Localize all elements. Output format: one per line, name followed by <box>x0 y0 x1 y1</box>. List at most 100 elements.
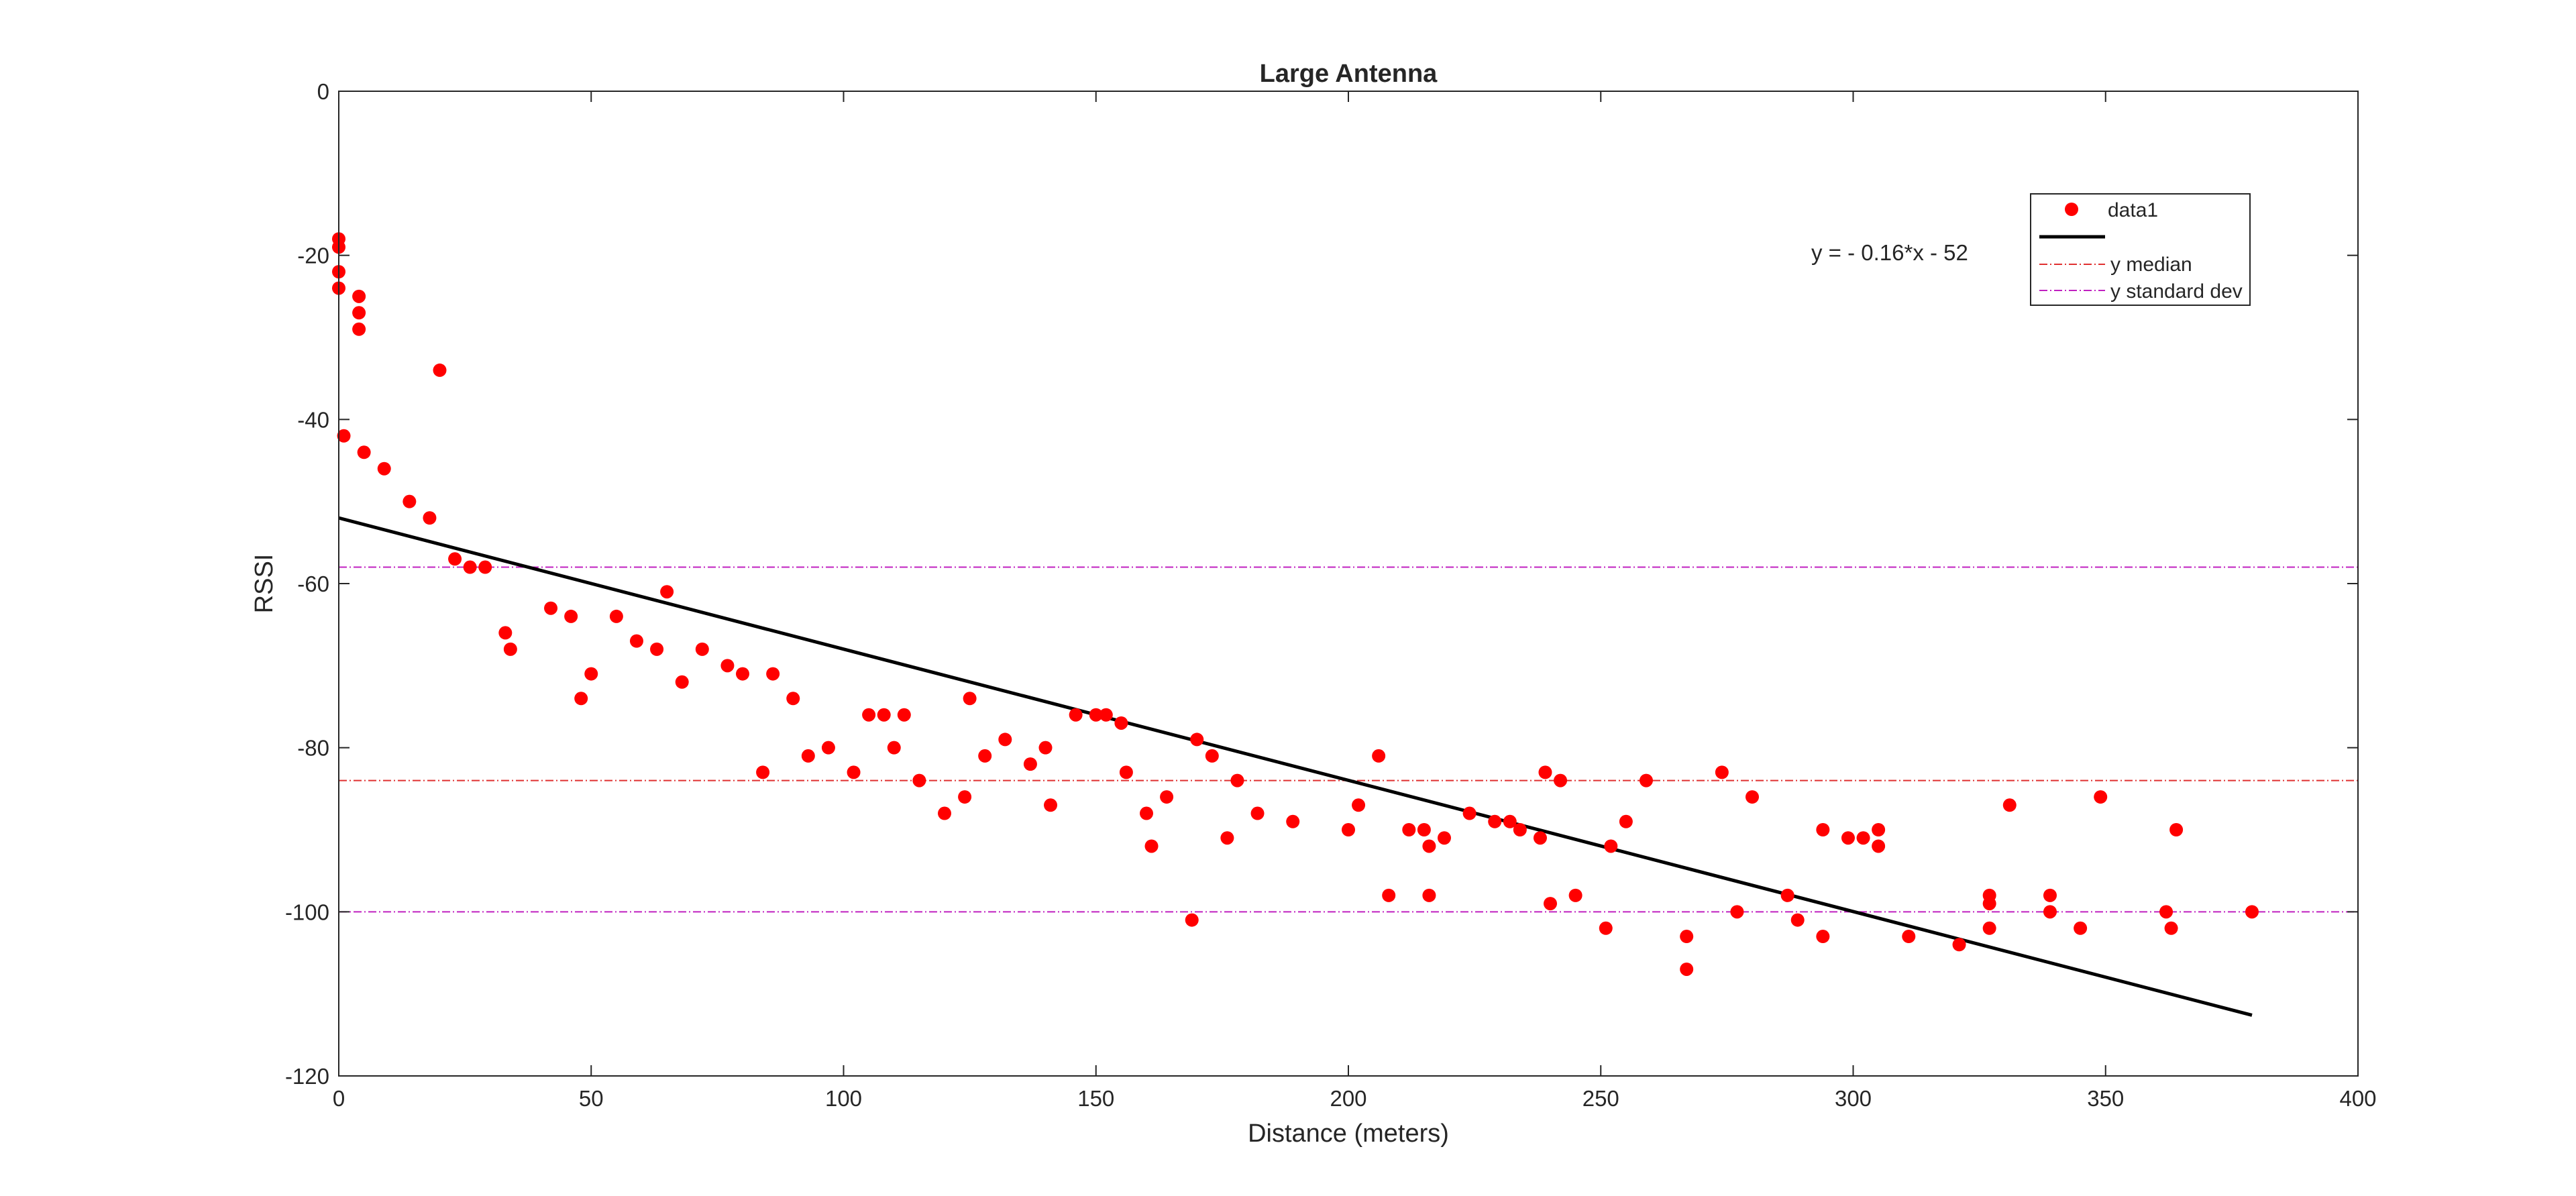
x-axis-ticks: 0 50 100 150 200 250 300 350 400 <box>333 91 2377 1111</box>
data-point <box>1488 814 1502 828</box>
x-tick-label: 50 <box>579 1086 604 1111</box>
data-point <box>1422 839 1436 853</box>
data-point <box>1816 930 1830 944</box>
y-tick-label: -120 <box>285 1064 329 1089</box>
data-point <box>1140 806 1153 820</box>
data-point <box>629 634 643 648</box>
data-point <box>821 741 835 755</box>
data-point <box>1089 708 1103 722</box>
data-point <box>887 741 901 755</box>
data-point <box>544 601 558 615</box>
data-point <box>1437 831 1451 845</box>
legend-label-stddev: y standard dev <box>2110 280 2243 303</box>
y-tick-label: -40 <box>297 407 329 432</box>
x-tick-label: 100 <box>825 1086 862 1111</box>
data-point <box>1144 839 1159 853</box>
data-point <box>938 806 951 820</box>
data-point <box>1816 823 1830 836</box>
y-axis-ticks: 0 -20 -40 -60 -80 -100 -120 <box>285 79 2358 1089</box>
data-point <box>564 609 578 623</box>
data-point <box>1372 749 1386 763</box>
y-tick-label: -20 <box>297 243 329 268</box>
data-point <box>1160 790 1174 804</box>
data-point <box>1205 749 1219 763</box>
data-point <box>1503 814 1517 828</box>
data-point <box>1119 765 1133 779</box>
data-point <box>1342 823 1355 836</box>
data-point <box>1422 888 1436 902</box>
data-point <box>2094 790 2108 804</box>
data-point <box>574 692 588 706</box>
legend-marker-data1 <box>2065 203 2078 216</box>
data-point <box>963 692 977 706</box>
data-point <box>1554 773 1568 787</box>
data-point <box>1715 765 1729 779</box>
y-tick-label: -80 <box>297 736 329 761</box>
data-point <box>756 765 770 779</box>
data-point <box>1604 839 1618 853</box>
data-point <box>1856 831 1870 845</box>
data-point <box>958 790 972 804</box>
data-point <box>448 552 462 566</box>
x-tick-label: 0 <box>333 1086 345 1111</box>
data-point <box>584 667 598 681</box>
data-point <box>2245 905 2259 919</box>
data-point <box>2043 888 2057 902</box>
legend-box <box>2030 193 2251 306</box>
data-point <box>1023 757 1037 771</box>
data-point <box>337 429 351 443</box>
data-point <box>1872 839 1886 853</box>
data-point <box>1982 897 1996 911</box>
data-point <box>357 445 371 459</box>
data-point <box>786 692 800 706</box>
legend-label-median: y median <box>2110 254 2192 276</box>
fit-line-group <box>338 516 2253 1017</box>
data-point <box>998 732 1012 747</box>
data-point <box>801 749 815 763</box>
data-point <box>1382 888 1396 902</box>
data-points <box>332 232 2259 976</box>
data-point <box>1872 823 1886 836</box>
x-tick-label: 250 <box>1582 1086 1619 1111</box>
data-point <box>675 675 689 689</box>
data-point <box>423 511 437 525</box>
y-tick-label: -60 <box>297 572 329 596</box>
data-point <box>650 642 664 656</box>
data-point <box>352 322 366 336</box>
data-point <box>1619 814 1633 828</box>
data-point <box>1286 814 1300 828</box>
data-point <box>498 626 513 640</box>
data-point <box>1599 921 1613 935</box>
y-axis-label: RSSI <box>250 554 278 614</box>
chart-title: Large Antenna <box>1260 60 1438 88</box>
data-point <box>1069 708 1083 722</box>
data-point <box>609 609 623 623</box>
data-point <box>2074 921 2088 935</box>
data-point <box>1639 773 1653 787</box>
data-point <box>1538 765 1552 779</box>
data-point <box>503 642 517 656</box>
x-tick-label: 300 <box>1835 1086 1872 1111</box>
data-point <box>660 585 674 599</box>
data-point <box>2002 798 2017 812</box>
data-point <box>1982 921 1996 935</box>
data-point <box>2164 921 2178 935</box>
regression-line <box>338 516 2253 1017</box>
data-point <box>1533 831 1547 845</box>
data-point <box>862 708 876 722</box>
data-point <box>736 667 749 681</box>
data-point <box>1402 823 1416 836</box>
data-point <box>1513 823 1527 836</box>
data-point <box>1220 831 1234 845</box>
data-point <box>1746 790 1759 804</box>
data-point <box>720 659 735 673</box>
y-tick-label: 0 <box>317 79 329 104</box>
data-point <box>1114 716 1128 730</box>
data-point <box>1417 823 1431 836</box>
data-point <box>1462 806 1477 820</box>
data-point <box>1680 962 1694 976</box>
data-point <box>912 773 926 787</box>
data-point <box>1190 732 1204 747</box>
data-point <box>1841 831 1855 845</box>
